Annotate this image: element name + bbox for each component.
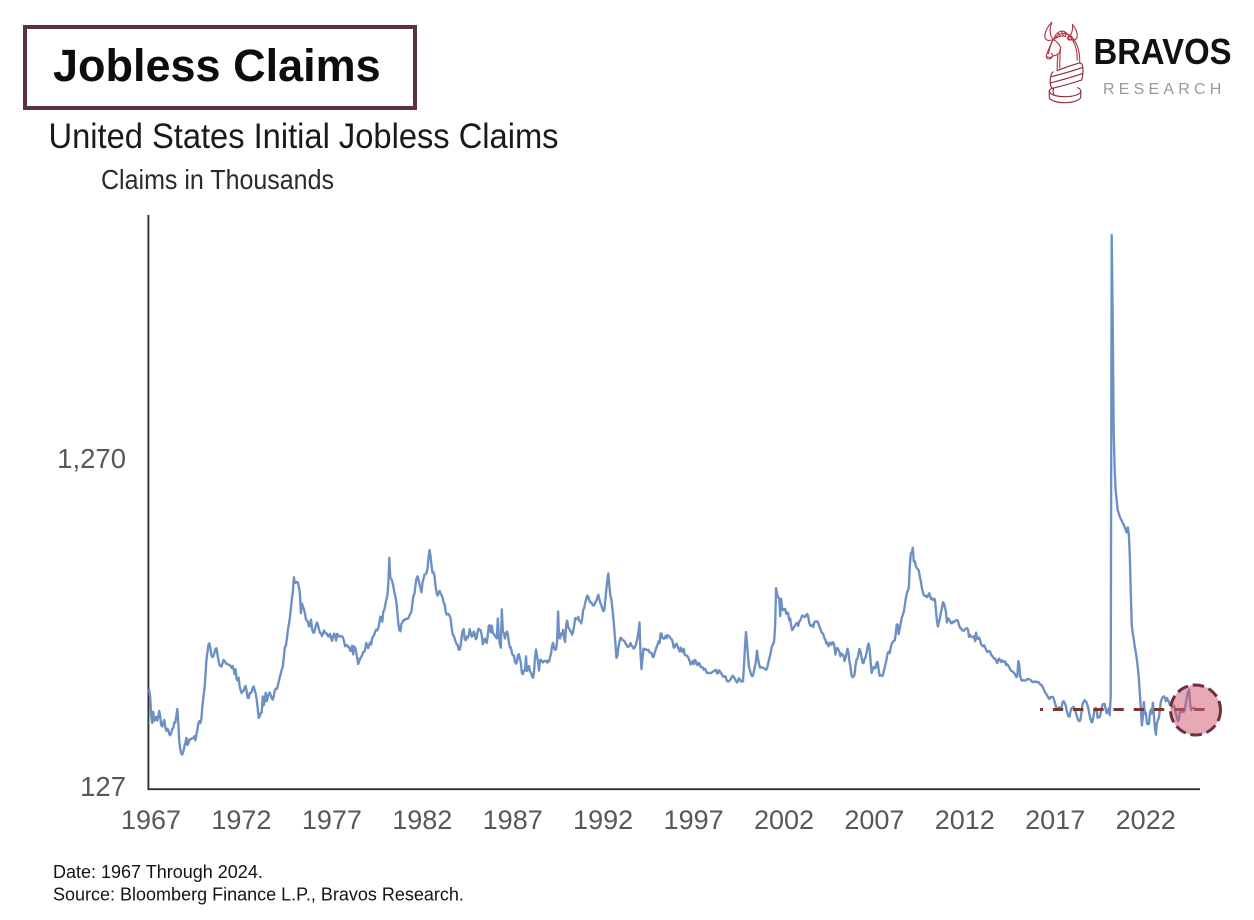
svg-text:United States Initial Jobless: United States Initial Jobless Claims: [49, 117, 559, 156]
svg-text:2002: 2002: [754, 805, 814, 835]
svg-text:Claims in Thousands: Claims in Thousands: [101, 164, 334, 195]
svg-text:Date: 1967 Through 2024.: Date: 1967 Through 2024.: [53, 862, 263, 882]
svg-text:1997: 1997: [664, 805, 724, 835]
svg-text:1972: 1972: [211, 805, 271, 835]
svg-text:2022: 2022: [1116, 805, 1176, 835]
svg-text:1992: 1992: [573, 805, 633, 835]
svg-text:2007: 2007: [844, 805, 904, 835]
svg-text:1982: 1982: [392, 805, 452, 835]
svg-text:Jobless Claims: Jobless Claims: [53, 40, 381, 91]
svg-text:2012: 2012: [935, 805, 995, 835]
svg-text:BRAVOS: BRAVOS: [1094, 31, 1232, 72]
svg-text:1987: 1987: [483, 805, 543, 835]
svg-text:1977: 1977: [302, 805, 362, 835]
svg-text:RESEARCH: RESEARCH: [1103, 81, 1226, 98]
svg-text:2017: 2017: [1025, 805, 1085, 835]
svg-text:Source: Bloomberg Finance L.P.: Source: Bloomberg Finance L.P., Bravos R…: [53, 885, 464, 905]
svg-text:127: 127: [80, 771, 126, 802]
svg-text:1,270: 1,270: [57, 443, 126, 474]
svg-text:1967: 1967: [121, 805, 181, 835]
